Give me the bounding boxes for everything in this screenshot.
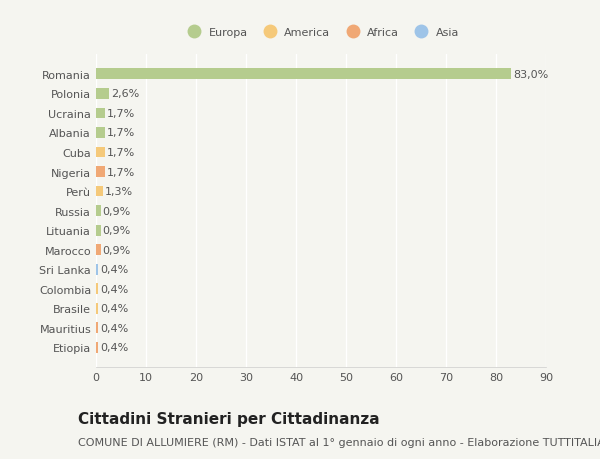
Bar xyxy=(96,342,98,353)
Bar xyxy=(96,245,101,256)
Text: 0,4%: 0,4% xyxy=(100,284,128,294)
Text: 1,7%: 1,7% xyxy=(107,109,135,118)
Bar xyxy=(96,206,101,217)
Bar xyxy=(96,128,104,139)
Bar xyxy=(96,264,98,275)
Text: 0,4%: 0,4% xyxy=(100,265,128,274)
Text: 0,9%: 0,9% xyxy=(103,226,131,235)
Bar xyxy=(96,225,101,236)
Text: 0,9%: 0,9% xyxy=(103,206,131,216)
Text: 2,6%: 2,6% xyxy=(111,89,139,99)
Bar xyxy=(96,323,98,334)
Bar xyxy=(96,108,104,119)
Text: Cittadini Stranieri per Cittadinanza: Cittadini Stranieri per Cittadinanza xyxy=(78,411,380,426)
Text: 0,4%: 0,4% xyxy=(100,304,128,313)
Text: 0,9%: 0,9% xyxy=(103,245,131,255)
Bar xyxy=(96,186,103,197)
Text: 1,7%: 1,7% xyxy=(107,148,135,157)
Bar xyxy=(96,69,511,80)
Text: 1,3%: 1,3% xyxy=(104,187,133,196)
Text: 83,0%: 83,0% xyxy=(513,70,548,79)
Text: 0,4%: 0,4% xyxy=(100,323,128,333)
Bar xyxy=(96,303,98,314)
Text: 0,4%: 0,4% xyxy=(100,343,128,353)
Legend: Europa, America, Africa, Asia: Europa, America, Africa, Asia xyxy=(178,23,464,42)
Text: 1,7%: 1,7% xyxy=(107,167,135,177)
Bar xyxy=(96,284,98,295)
Bar xyxy=(96,167,104,178)
Text: COMUNE DI ALLUMIERE (RM) - Dati ISTAT al 1° gennaio di ogni anno - Elaborazione : COMUNE DI ALLUMIERE (RM) - Dati ISTAT al… xyxy=(78,437,600,447)
Bar xyxy=(96,89,109,100)
Bar xyxy=(96,147,104,158)
Text: 1,7%: 1,7% xyxy=(107,128,135,138)
